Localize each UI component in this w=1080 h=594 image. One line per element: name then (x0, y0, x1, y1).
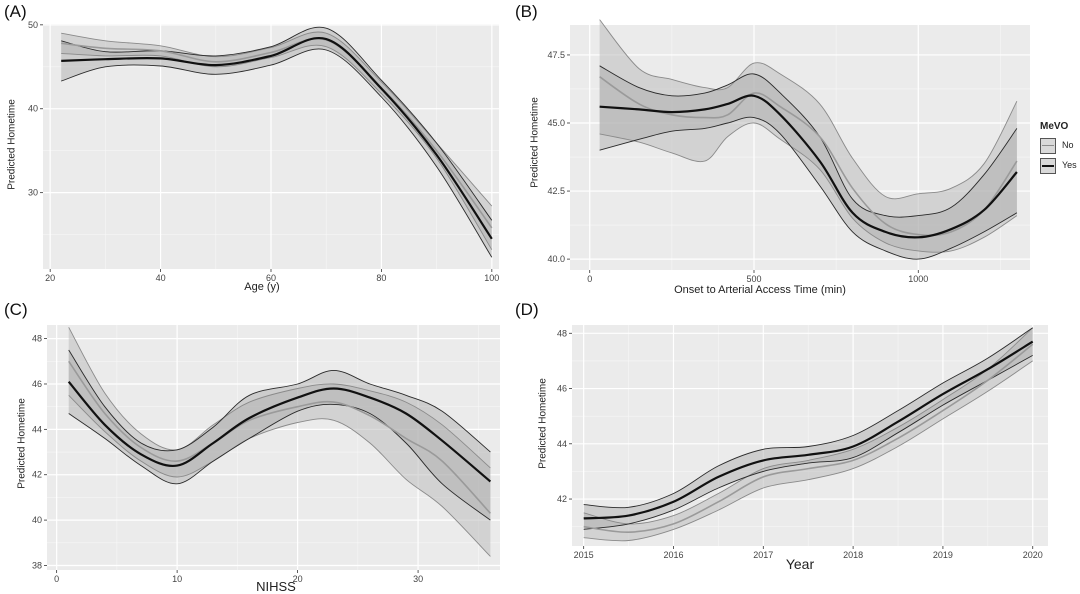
ci-upper-edge-no (599, 19, 1018, 200)
x-axis-title: Age (y) (244, 281, 280, 293)
ci-upper-edge-yes (61, 26, 493, 221)
legend: MeVO No Yes (1040, 121, 1080, 176)
y-tick-label: 45.0 (547, 118, 565, 128)
legend-label-no: No (1062, 140, 1074, 150)
y-tick-label: 40 (28, 104, 38, 114)
ci-upper-edge-yes (583, 327, 1033, 509)
legend-swatch-no (1040, 138, 1056, 154)
ci-lower-edge-yes (61, 48, 493, 258)
ci-ribbon-no (68, 327, 491, 557)
ci-lower-edge-no (61, 44, 493, 250)
ci-upper-edge-no (61, 31, 493, 207)
series-line-yes (583, 340, 1034, 520)
ci-ribbon-no (599, 19, 1017, 253)
legend-item-yes: Yes (1040, 156, 1080, 176)
chart-plot-a: 20 40 60 80 100 30 40 50 (28, 20, 499, 283)
x-tick-label: 1000 (908, 274, 928, 284)
y-tick-label: 42 (557, 494, 567, 504)
x-tick-label: 20 (45, 273, 55, 283)
x-tick-label: 10 (172, 574, 182, 584)
x-axis-title: Year (785, 556, 815, 572)
ci-ribbon-yes (68, 350, 491, 521)
ci-lower-edge-no (68, 394, 491, 557)
x-tick-label: 2017 (753, 550, 773, 560)
x-tick-label: 2016 (663, 550, 683, 560)
ci-ribbon-yes (583, 327, 1033, 530)
x-tick-label: 0 (587, 274, 592, 284)
series-line-no (599, 76, 1018, 237)
x-tick-label: 500 (746, 274, 761, 284)
x-tick-label: 2018 (843, 550, 863, 560)
y-tick-label: 42 (32, 470, 42, 480)
ci-upper-edge-no (68, 327, 491, 469)
panel-letter: (C) (4, 300, 28, 319)
chart-plot-b: 0 500 1000 40.0 42.5 45.0 47.5 (547, 19, 1030, 284)
legend-item-no: No (1040, 136, 1080, 156)
x-tick-label: 2019 (933, 550, 953, 560)
series-line-no (61, 37, 493, 229)
y-tick-label: 44 (557, 439, 567, 449)
y-tick-label: 48 (557, 328, 567, 338)
panel-letter: (B) (515, 2, 538, 21)
ci-ribbon-no (61, 31, 492, 250)
x-axis-title: NIHSS (256, 579, 296, 594)
legend-label-yes: Yes (1062, 160, 1077, 170)
panel-letter: (D) (515, 300, 539, 319)
y-tick-label: 38 (32, 560, 42, 570)
x-tick-label: 20 (293, 574, 303, 584)
y-tick-label: 44 (32, 424, 42, 434)
panel-letter: (A) (4, 2, 27, 21)
y-tick-label: 50 (28, 20, 38, 30)
x-tick-label: 0 (54, 574, 59, 584)
series-line-no (68, 360, 491, 514)
ci-lower-edge-yes (599, 116, 1018, 260)
ci-lower-edge-no (583, 360, 1033, 542)
ci-upper-edge-yes (599, 65, 1018, 218)
x-tick-label: 2020 (1023, 550, 1043, 560)
series-line-yes (61, 36, 493, 240)
x-tick-label: 40 (156, 273, 166, 283)
x-tick-label: 60 (266, 273, 276, 283)
y-tick-label: 40.0 (547, 254, 565, 264)
x-tick-label: 2015 (574, 550, 594, 560)
y-tick-label: 46 (32, 379, 42, 389)
y-tick-label: 48 (32, 334, 42, 344)
y-axis-title: Predicted Hometime (537, 378, 549, 469)
ci-lower-edge-yes (583, 355, 1033, 530)
y-tick-label: 30 (28, 188, 38, 198)
series-line-yes (67, 380, 492, 483)
ci-lower-edge-no (599, 122, 1018, 253)
ci-upper-edge-yes (68, 349, 491, 453)
ci-ribbon-yes (599, 65, 1017, 260)
x-tick-label: 100 (484, 273, 499, 283)
y-tick-label: 42.5 (547, 186, 565, 196)
x-tick-label: 30 (413, 574, 423, 584)
x-tick-label: 80 (376, 273, 386, 283)
legend-title: MeVO (1040, 121, 1069, 132)
ci-upper-edge-no (583, 327, 1034, 525)
legend-swatch-yes (1040, 158, 1056, 174)
y-tick-label: 40 (32, 515, 42, 525)
y-tick-label: 47.5 (547, 50, 565, 60)
ci-lower-edge-yes (68, 403, 491, 521)
y-tick-label: 46 (557, 384, 567, 394)
chart-plot-c: 0 10 20 30 38 40 42 44 46 48 (32, 325, 500, 584)
series-line-yes (599, 94, 1018, 239)
series-line-no (583, 343, 1034, 534)
x-axis-title: Onset to Arterial Access Time (min) (674, 284, 846, 296)
